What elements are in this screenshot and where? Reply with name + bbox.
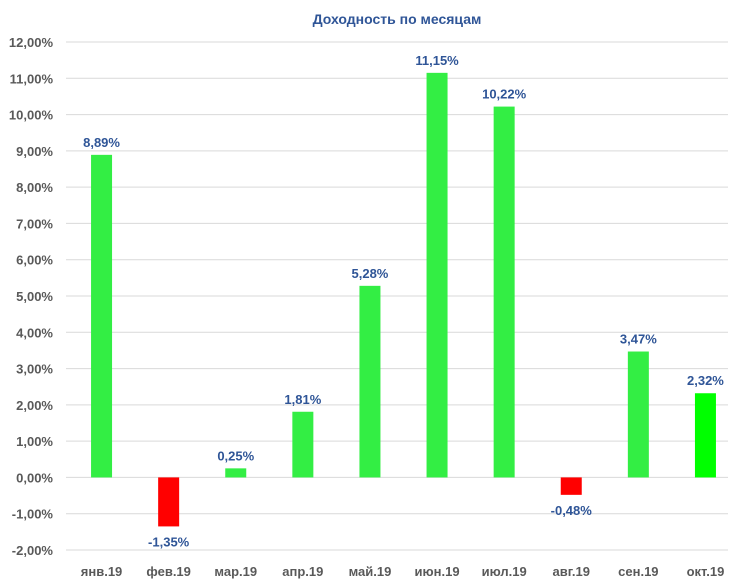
data-label: -1,35% — [148, 534, 190, 549]
chart-title: Доходность по месяцам — [313, 11, 482, 27]
grid-lines — [66, 41, 728, 551]
x-category-label: фев.19 — [146, 564, 191, 579]
data-label: 11,15% — [415, 53, 459, 68]
data-label: 1,81% — [284, 392, 321, 407]
y-tick-label: 6,00% — [16, 253, 53, 268]
y-tick-label: 1,00% — [16, 434, 53, 449]
y-tick-label: 7,00% — [16, 216, 53, 231]
x-category-label: окт.19 — [687, 564, 725, 579]
x-category-label: янв.19 — [81, 564, 123, 579]
data-label: -0,48% — [551, 503, 593, 518]
x-category-label: июл.19 — [482, 564, 527, 579]
bar-авг.19 — [560, 477, 582, 495]
data-label: 0,25% — [217, 448, 254, 463]
x-category-label: май.19 — [349, 564, 392, 579]
bar-фев.19 — [158, 477, 180, 527]
x-category-label: апр.19 — [282, 564, 323, 579]
y-tick-label: 4,00% — [16, 325, 53, 340]
bar-мар.19 — [225, 468, 247, 478]
data-label: 3,47% — [620, 332, 657, 347]
y-tick-label: 3,00% — [16, 362, 53, 377]
x-category-label: сен.19 — [618, 564, 658, 579]
y-tick-label: 0,00% — [16, 470, 53, 485]
bar-июл.19 — [493, 106, 515, 478]
y-tick-label: 8,00% — [16, 180, 53, 195]
bars — [91, 72, 716, 527]
y-tick-label: 5,00% — [16, 289, 53, 304]
data-label: 10,22% — [482, 87, 527, 102]
y-tick-label: 10,00% — [9, 108, 54, 123]
x-category-label: мар.19 — [214, 564, 257, 579]
y-axis-ticks: 12,00% 11,00% 10,00% 9,00% 8,00% 7,00% 6,00% 5,… — [9, 35, 54, 558]
bar-окт.19 — [694, 393, 716, 478]
bar-май.19 — [359, 285, 381, 478]
y-tick-label: 9,00% — [16, 144, 53, 159]
bar-янв.19 — [91, 154, 113, 478]
x-axis-labels: янв.19 фев.19 мар.19 апр.19 май.19 июн.19 июл.… — [81, 564, 725, 579]
x-category-label: июн.19 — [415, 564, 460, 579]
data-label: 8,89% — [83, 135, 120, 150]
bar-сен.19 — [627, 351, 649, 478]
y-tick-label: -1,00% — [12, 507, 54, 522]
y-tick-label: 2,00% — [16, 398, 53, 413]
data-labels: 8,89% -1,35% 0,25% 1,81% 5,28% 11,15% 10,22% -0… — [83, 53, 724, 550]
y-tick-label: -2,00% — [12, 543, 54, 558]
x-category-label: авг.19 — [553, 564, 590, 579]
data-label: 5,28% — [352, 266, 389, 281]
bar-апр.19 — [292, 411, 314, 478]
y-tick-label: 12,00% — [9, 35, 54, 50]
y-tick-label: 11,00% — [10, 71, 54, 86]
data-label: 2,32% — [687, 373, 724, 388]
bar-июн.19 — [426, 72, 448, 478]
